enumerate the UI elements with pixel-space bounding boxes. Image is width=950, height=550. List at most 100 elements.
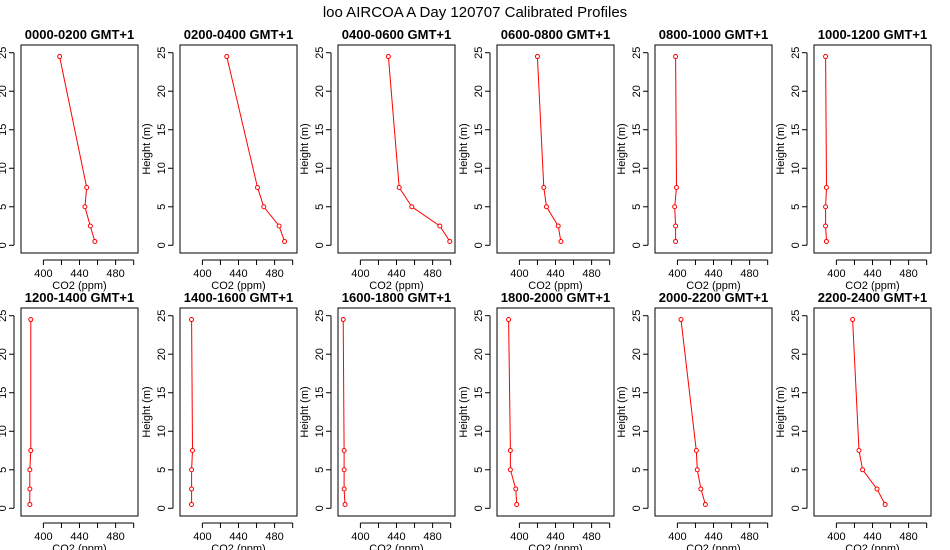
panel-title: 1000-1200 GMT+1: [818, 27, 927, 42]
data-point: [698, 486, 704, 492]
data-point: [189, 486, 195, 492]
y-tick-label: 0: [631, 505, 643, 511]
x-tick-label: 440: [70, 268, 88, 280]
y-tick-label: 20: [0, 85, 9, 97]
y-tick-label: 25: [0, 47, 9, 59]
y-tick-label: 0: [0, 242, 9, 248]
plot-frame: [654, 44, 773, 254]
data-point: [673, 185, 679, 191]
x-axis-label: CO2 (ppm): [211, 543, 265, 550]
data-point: [189, 501, 195, 507]
y-axis-label: Height (m): [141, 123, 153, 174]
y-tick-label: 5: [631, 204, 643, 210]
data-point: [27, 467, 33, 473]
y-tick-label: 20: [473, 348, 485, 360]
y-tick-label: 10: [631, 425, 643, 437]
profile-panel: 1400-1600 GMT+1 0 5 10 15 20 25 Height (m) 400 44…: [141, 290, 298, 550]
data-point: [447, 238, 453, 244]
y-tick-label: 20: [790, 85, 802, 97]
data-point: [514, 501, 520, 507]
data-point: [555, 223, 561, 229]
data-point: [189, 448, 195, 454]
x-tick-label: 480: [899, 531, 917, 543]
x-tick-label: 400: [193, 531, 211, 543]
y-tick-label: 25: [631, 310, 643, 322]
y-tick-label: 15: [790, 387, 802, 399]
x-tick-label: 480: [423, 531, 441, 543]
x-tick-label: 440: [704, 531, 722, 543]
y-tick-label: 0: [0, 505, 9, 511]
y-tick-label: 25: [473, 310, 485, 322]
x-tick-label: 440: [387, 531, 405, 543]
profile-line: [387, 56, 451, 242]
data-point: [341, 448, 347, 454]
panel-title: 1400-1600 GMT+1: [184, 290, 293, 305]
x-tick-label: 440: [546, 531, 564, 543]
y-axis-label: Height (m): [458, 386, 470, 437]
y-tick-label: 10: [790, 162, 802, 174]
y-tick-label: 20: [473, 85, 485, 97]
plot-frame: [496, 44, 615, 254]
plot-frame: [20, 307, 139, 517]
y-tick-label: 25: [314, 310, 326, 322]
y-tick-label: 25: [790, 47, 802, 59]
data-point: [189, 467, 195, 473]
data-point: [860, 467, 866, 473]
y-tick-label: 20: [790, 348, 802, 360]
y-tick-label: 15: [156, 387, 168, 399]
panel-title: 0600-0800 GMT+1: [501, 27, 610, 42]
data-point: [28, 448, 34, 454]
plot-frame: [496, 307, 615, 517]
y-tick-label: 5: [156, 467, 168, 473]
x-tick-label: 400: [510, 531, 528, 543]
panel-title: 2000-2200 GMT+1: [659, 290, 768, 305]
y-axis-label: Height (m): [299, 386, 311, 437]
data-point: [673, 223, 679, 229]
x-tick-label: 400: [668, 531, 686, 543]
y-tick-label: 5: [631, 467, 643, 473]
data-point: [693, 448, 699, 454]
x-tick-label: 480: [740, 531, 758, 543]
panel-grid: 0000-0200 GMT+1 0 5 10 15 20 25 Height (m) 400 44…: [0, 27, 932, 550]
data-point: [673, 238, 679, 244]
profile-line: [680, 319, 706, 505]
plot-frame: [813, 44, 932, 254]
profile-line: [191, 319, 194, 505]
y-tick-label: 20: [156, 85, 168, 97]
data-point: [823, 204, 829, 210]
y-tick-label: 10: [156, 425, 168, 437]
data-point: [678, 317, 684, 323]
x-tick-label: 480: [582, 531, 600, 543]
data-point: [507, 467, 513, 473]
y-tick-label: 10: [0, 162, 9, 174]
profile-line: [852, 319, 886, 505]
x-tick-label: 480: [582, 268, 600, 280]
profile-line: [226, 56, 285, 242]
panel-title: 1600-1800 GMT+1: [342, 290, 451, 305]
y-tick-label: 25: [631, 47, 643, 59]
data-point: [694, 467, 700, 473]
y-tick-label: 5: [790, 467, 802, 473]
x-tick-label: 440: [863, 531, 881, 543]
data-point: [254, 185, 260, 191]
y-tick-label: 15: [314, 124, 326, 136]
panel-title: 1200-1400 GMT+1: [25, 290, 134, 305]
profile-panel: 1600-1800 GMT+1 0 5 10 15 20 25 Height (m) 400 44…: [299, 290, 456, 550]
data-point: [82, 204, 88, 210]
profile-panel: 0400-0600 GMT+1 0 5 10 15 20 25 Height (m) 400 44…: [299, 27, 456, 292]
y-tick-label: 5: [0, 467, 9, 473]
x-tick-label: 440: [229, 531, 247, 543]
y-tick-label: 15: [156, 124, 168, 136]
data-point: [342, 501, 348, 507]
profile-line: [536, 56, 562, 242]
data-point: [856, 448, 862, 454]
data-point: [189, 317, 195, 323]
panel-title: 0000-0200 GMT+1: [25, 27, 134, 42]
x-tick-label: 400: [34, 531, 52, 543]
y-tick-label: 25: [156, 310, 168, 322]
y-tick-label: 0: [473, 242, 485, 248]
panel-title: 0200-0400 GMT+1: [184, 27, 293, 42]
y-tick-label: 0: [631, 242, 643, 248]
data-point: [340, 317, 346, 323]
